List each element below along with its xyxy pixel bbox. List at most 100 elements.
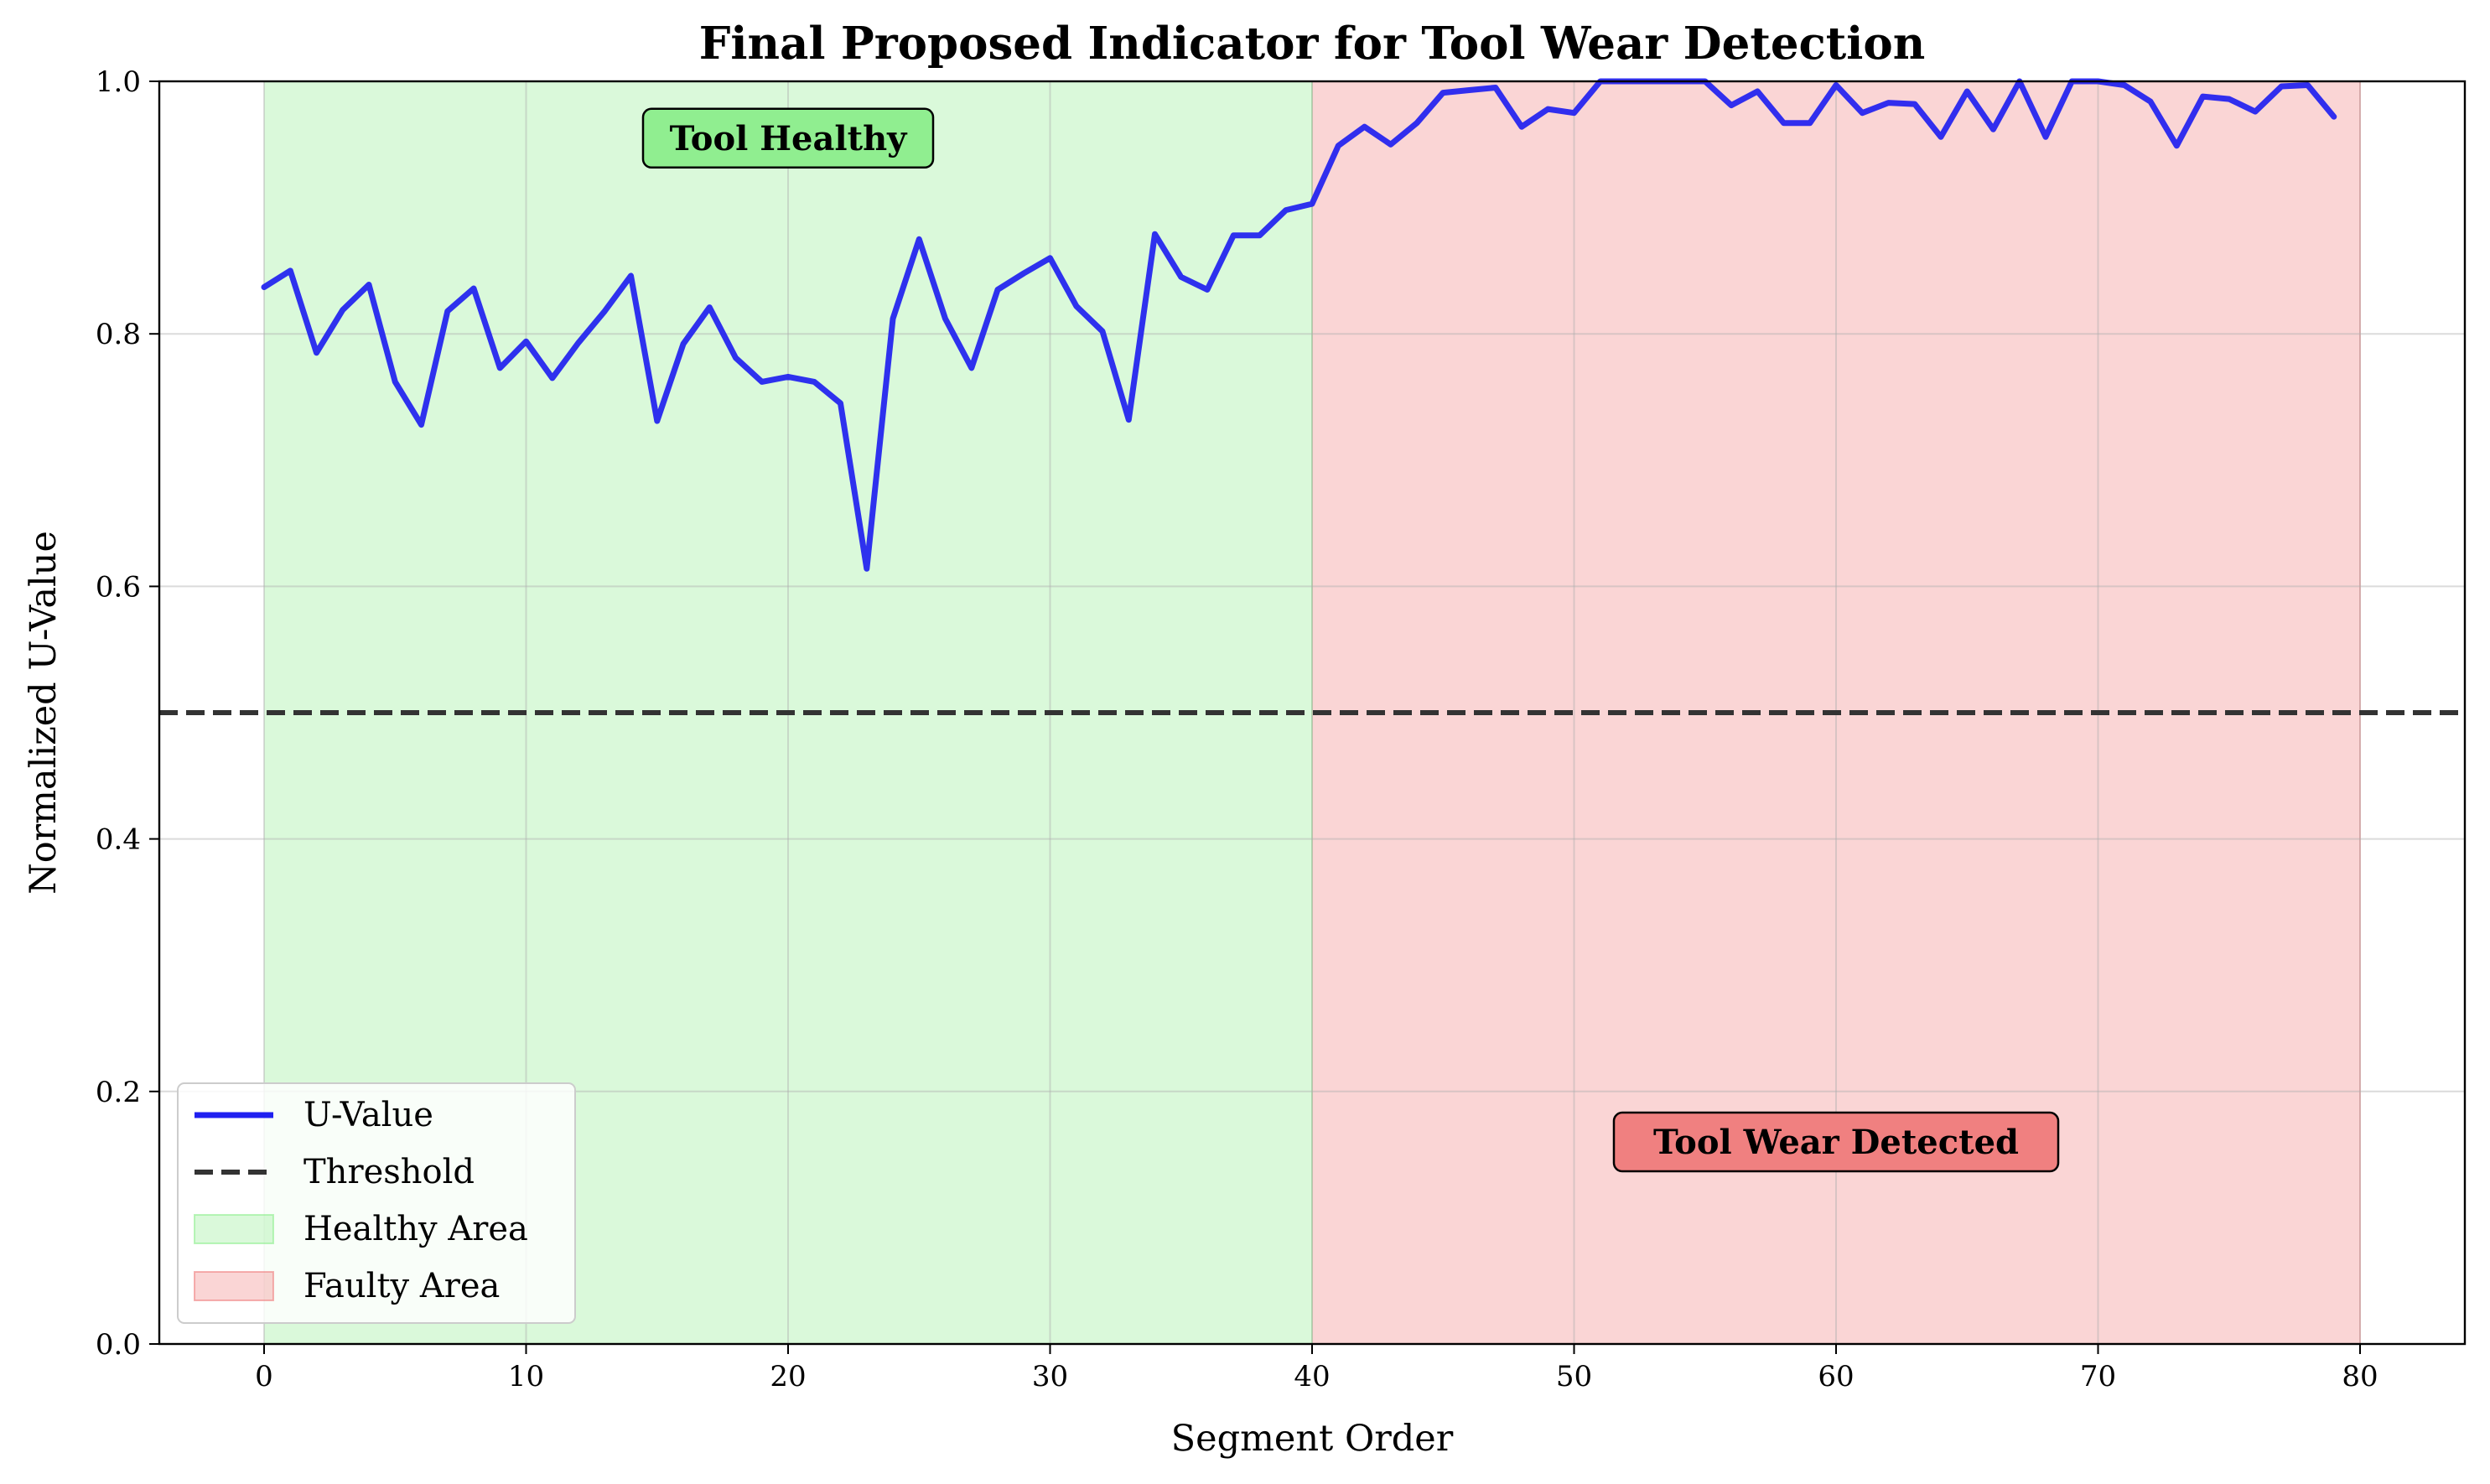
legend-entry-healthy-area: Healthy Area [303, 1210, 528, 1248]
data-point [497, 365, 503, 371]
x-tick-label: 50 [1556, 1360, 1592, 1393]
data-point [523, 339, 529, 345]
data-point [418, 422, 424, 428]
data-point [2279, 84, 2285, 90]
data-point [602, 309, 608, 314]
data-point [1440, 90, 1446, 96]
data-point [654, 418, 660, 424]
data-point [759, 379, 765, 385]
data-point [864, 566, 869, 572]
x-tick-label: 10 [508, 1360, 544, 1393]
legend-entry-u-value: U-Value [303, 1096, 433, 1134]
data-point [2305, 82, 2311, 88]
data-point [916, 236, 922, 242]
chart-title: Final Proposed Indicator for Tool Wear D… [699, 18, 1926, 70]
data-point [1336, 143, 1341, 148]
data-point [812, 379, 817, 385]
legend-box [177, 1082, 576, 1324]
series-line-u-value [261, 78, 2337, 572]
data-point [1466, 87, 1472, 93]
annotations: Tool Healthy Tool Wear Detected [641, 107, 2060, 1173]
data-point [1414, 120, 1420, 126]
data-point [1492, 85, 1498, 91]
data-point [366, 282, 372, 288]
data-point [262, 284, 267, 290]
data-point [1047, 255, 1053, 261]
data-point [1310, 201, 1315, 207]
series-layer [261, 78, 2337, 572]
data-point [340, 307, 345, 313]
data-point [1729, 102, 1735, 108]
legend-entry-threshold: Threshold [303, 1153, 475, 1191]
y-tick-label: 0.4 [96, 823, 141, 857]
data-point [628, 272, 634, 278]
data-point [576, 340, 582, 345]
x-tick-label: 20 [770, 1360, 806, 1393]
x-tick-label: 60 [1818, 1360, 1854, 1393]
data-point [1021, 270, 1027, 276]
data-point [838, 401, 843, 407]
data-point [1571, 110, 1577, 116]
data-point [890, 316, 896, 322]
annotation-box [641, 107, 935, 169]
data-point [2174, 143, 2180, 148]
data-point [1073, 304, 1079, 309]
y-tick-label: 1.0 [96, 65, 141, 99]
x-tick-label: 0 [255, 1360, 273, 1393]
data-point [968, 365, 974, 371]
legend-swatch [194, 1214, 274, 1244]
data-point [1100, 329, 1106, 335]
data-point [1519, 124, 1525, 130]
data-point [1938, 134, 1944, 140]
data-point [1807, 120, 1813, 126]
data-point [549, 375, 555, 381]
data-point [1126, 417, 1132, 423]
data-point [1231, 232, 1237, 238]
y-axis-label: Normalized U-Value [23, 531, 65, 895]
data-point [1860, 110, 1865, 116]
legend-swatch [194, 1271, 274, 1301]
annotation-box [1612, 1111, 2060, 1173]
x-tick-label: 30 [1032, 1360, 1068, 1393]
data-point [392, 379, 398, 385]
data-point [1257, 232, 1263, 238]
data-point [2043, 134, 2049, 140]
annotation-text: Tool Wear Detected [1653, 1123, 2019, 1162]
x-axis-label: Segment Order [1171, 1418, 1454, 1460]
data-point [1912, 101, 1917, 107]
data-point [707, 304, 713, 310]
data-point [2148, 99, 2154, 105]
data-point [2331, 114, 2337, 120]
data-point [314, 350, 319, 355]
x-tick-label: 40 [1294, 1360, 1330, 1393]
data-point [1205, 287, 1211, 293]
data-point [2121, 82, 2127, 88]
data-point [1545, 106, 1551, 112]
data-point [942, 316, 948, 322]
data-point [1990, 127, 1996, 132]
data-point [471, 285, 477, 291]
data-point [786, 374, 791, 380]
data-point [681, 341, 687, 347]
y-tick-label: 0.2 [96, 1076, 141, 1109]
data-point [2200, 94, 2206, 100]
data-point [2226, 96, 2232, 102]
data-point [1886, 100, 1891, 106]
y-axis-ticks: 0.0 0.2 0.4 0.6 0.8 1.0 [96, 65, 159, 1362]
data-point [2253, 109, 2259, 115]
data-point [1781, 120, 1787, 126]
annotation-text: Tool Healthy [670, 119, 909, 158]
legend-entry-faulty-area: Faulty Area [303, 1267, 500, 1305]
legend: U-Value Threshold Healthy Area Faulty Area [177, 1082, 576, 1324]
data-point [1283, 207, 1289, 213]
data-point [444, 309, 450, 314]
data-point [995, 287, 1001, 293]
data-point [1178, 274, 1184, 280]
data-point [1362, 124, 1367, 130]
data-point [1152, 231, 1158, 237]
y-tick-label: 0.6 [96, 570, 141, 604]
y-tick-label: 0.8 [96, 318, 141, 351]
data-point [1388, 142, 1393, 148]
data-point [1755, 89, 1761, 95]
